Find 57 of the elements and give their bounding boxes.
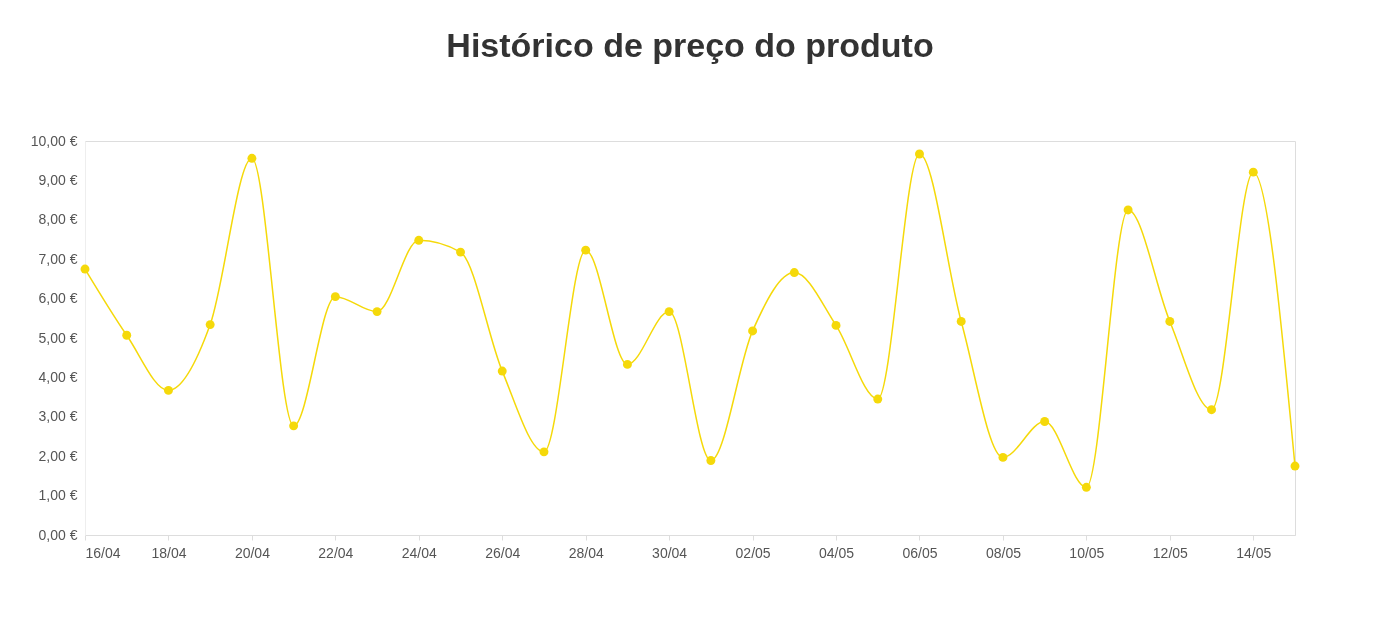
point [581, 245, 591, 255]
point [1123, 205, 1133, 215]
point [414, 235, 424, 245]
y-tick-label: 8,00 € [38, 211, 78, 228]
y-tick-label: 1,00 € [38, 487, 78, 504]
x-tick-label: 06/05 [902, 544, 938, 561]
point [205, 320, 215, 330]
point [622, 359, 632, 369]
point [748, 326, 758, 336]
point [289, 421, 299, 431]
point [163, 385, 173, 395]
point [1290, 461, 1300, 471]
point [664, 307, 674, 317]
x-tick-label: 20/04 [234, 544, 271, 561]
x-tick-label: 16/04 [85, 544, 121, 561]
point [706, 456, 716, 465]
x-tick-label: 08/05 [985, 544, 1022, 561]
point [80, 264, 90, 274]
point [1248, 167, 1258, 177]
y-tick-label: 0,00 € [38, 526, 78, 543]
y-tick-label: 2,00 € [38, 447, 78, 464]
point [1081, 482, 1091, 492]
x-tick-label: 18/04 [151, 544, 187, 561]
point [1040, 417, 1050, 426]
x-tick-label: 14/05 [1236, 544, 1272, 561]
point [915, 149, 924, 159]
point [456, 247, 465, 257]
x-tick-label: 04/05 [819, 544, 855, 561]
y-tick-label: 9,00 € [38, 171, 78, 188]
point [789, 268, 799, 278]
point [122, 330, 132, 340]
x-tick-label: 02/05 [735, 544, 771, 561]
x-tick-label: 12/05 [1152, 544, 1189, 561]
point [539, 447, 549, 457]
y-tick-label: 4,00 € [38, 368, 78, 385]
y-tick-label: 10,00 € [30, 132, 78, 149]
point [247, 153, 257, 163]
y-tick-label: 6,00 € [38, 290, 78, 307]
y-tick-label: 7,00 € [38, 250, 78, 267]
point [330, 292, 340, 302]
x-tick-label: 26/04 [485, 544, 521, 561]
x-tick-label: 24/04 [401, 544, 438, 561]
x-tick-label: 30/04 [652, 544, 688, 561]
y-tick-label: 5,00 € [38, 329, 78, 346]
point [1207, 405, 1217, 415]
x-tick-label: 10/05 [1069, 544, 1105, 561]
point [497, 366, 507, 376]
point [956, 316, 966, 326]
chart-title: Histórico de preço do produto [446, 26, 934, 64]
point [1165, 316, 1175, 326]
point [831, 320, 841, 330]
point [372, 307, 382, 317]
x-tick-label: 28/04 [568, 544, 604, 561]
point [998, 452, 1008, 462]
point [873, 394, 883, 404]
y-tick-label: 3,00 € [38, 408, 78, 425]
x-tick-label: 22/04 [318, 544, 354, 561]
